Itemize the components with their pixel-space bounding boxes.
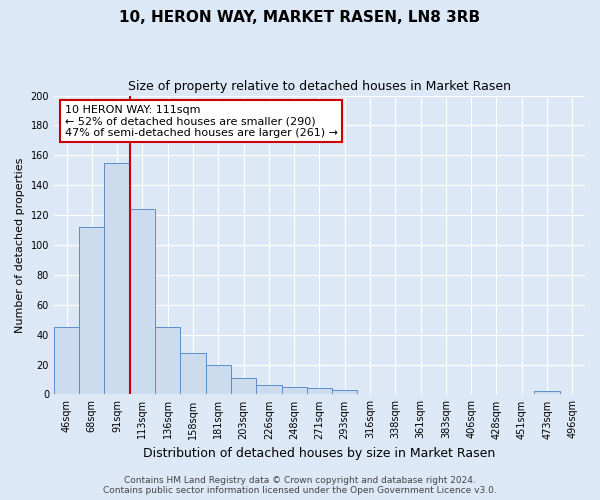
Bar bbox=[332, 390, 358, 394]
Bar bbox=[130, 209, 155, 394]
Title: Size of property relative to detached houses in Market Rasen: Size of property relative to detached ho… bbox=[128, 80, 511, 93]
X-axis label: Distribution of detached houses by size in Market Rasen: Distribution of detached houses by size … bbox=[143, 447, 496, 460]
Y-axis label: Number of detached properties: Number of detached properties bbox=[15, 158, 25, 332]
Text: Contains HM Land Registry data © Crown copyright and database right 2024.
Contai: Contains HM Land Registry data © Crown c… bbox=[103, 476, 497, 495]
Bar bbox=[155, 327, 181, 394]
Bar bbox=[181, 352, 206, 395]
Bar bbox=[535, 392, 560, 394]
Bar bbox=[231, 378, 256, 394]
Bar bbox=[281, 387, 307, 394]
Bar bbox=[54, 327, 79, 394]
Bar bbox=[104, 163, 130, 394]
Text: 10 HERON WAY: 111sqm
← 52% of detached houses are smaller (290)
47% of semi-deta: 10 HERON WAY: 111sqm ← 52% of detached h… bbox=[65, 104, 338, 138]
Text: 10, HERON WAY, MARKET RASEN, LN8 3RB: 10, HERON WAY, MARKET RASEN, LN8 3RB bbox=[119, 10, 481, 25]
Bar bbox=[206, 364, 231, 394]
Bar bbox=[79, 227, 104, 394]
Bar bbox=[307, 388, 332, 394]
Bar bbox=[256, 386, 281, 394]
